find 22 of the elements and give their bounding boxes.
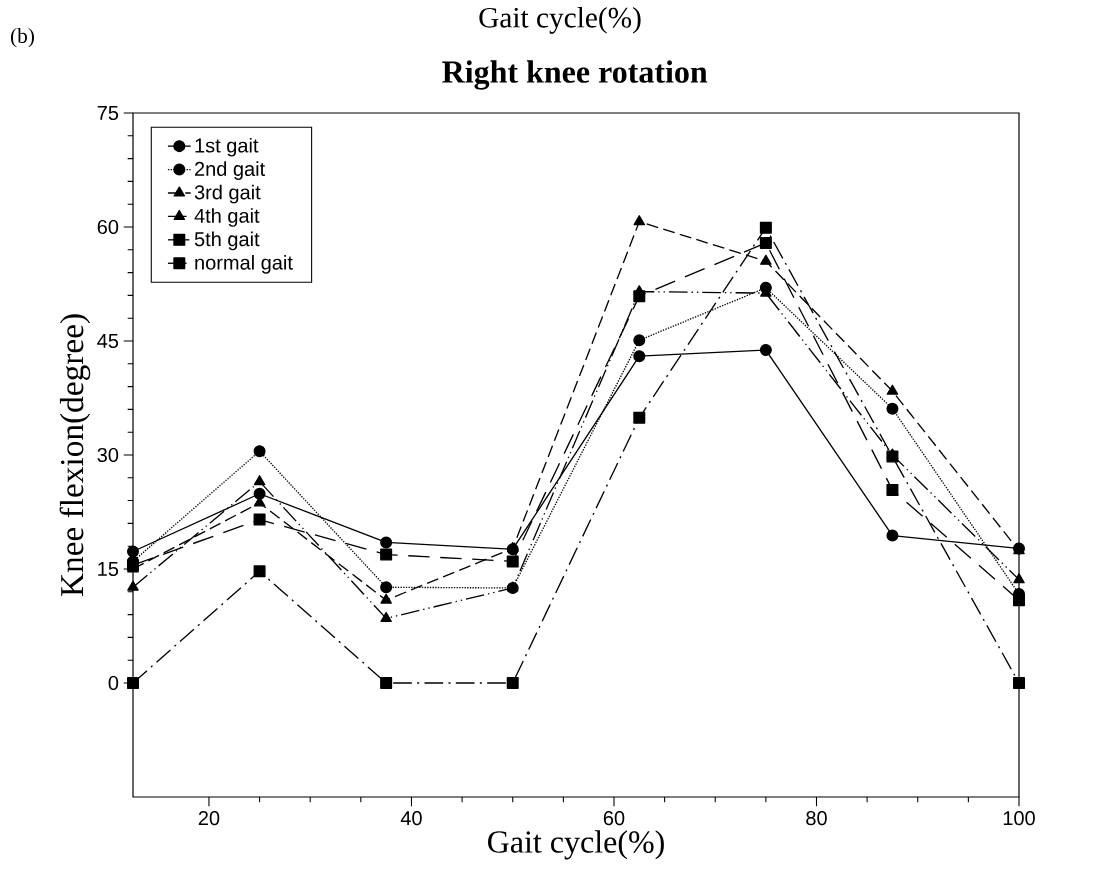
- x-axis-title: Gait cycle(%): [488, 830, 664, 860]
- text: Gait cycle(%): [479, 6, 641, 34]
- text: (b): [10, 27, 34, 48]
- y-axis-title: Knee flexion(degree): [59, 314, 91, 597]
- legend-label: 2nd gait: [195, 161, 266, 180]
- legend-label: 4th gait: [194, 208, 260, 227]
- x-tick-label: 20: [198, 811, 220, 826]
- y-tick-label: 60: [97, 219, 119, 235]
- chart-title: Right knee rotation: [442, 60, 708, 90]
- y-tick-label: 0: [108, 675, 119, 691]
- x-tick-label: 80: [806, 811, 827, 826]
- x-tick-label: 100: [1003, 811, 1035, 826]
- legend-label: 1st gait: [195, 137, 259, 157]
- legend-label: 5th gait: [194, 231, 260, 251]
- y-tick-label: 45: [97, 334, 119, 348]
- y-tick-label: 15: [98, 562, 119, 576]
- x-tick-label: 40: [400, 811, 422, 826]
- x-tick-label: 60: [603, 811, 625, 826]
- y-tick-label: 75: [97, 106, 119, 120]
- legend-label: 3rd gait: [194, 184, 261, 204]
- y-tick-label: 30: [97, 447, 119, 463]
- legend-label: normal gait: [195, 255, 293, 274]
